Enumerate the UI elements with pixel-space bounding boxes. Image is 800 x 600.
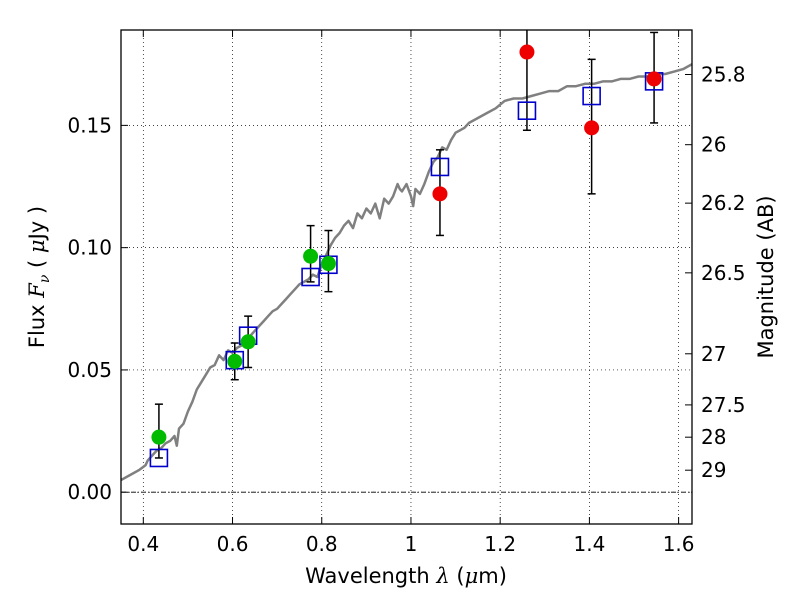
x-tick-label: 1.4	[573, 532, 605, 556]
model-photometry-square	[517, 101, 537, 121]
x-tick-label: 1	[405, 532, 418, 556]
optical-data-point	[320, 256, 336, 272]
x-tick-label: 1.2	[484, 532, 516, 556]
magnitude-axis-title: Magnitude (AB)	[754, 195, 778, 358]
magnitude-tick-label: 29	[701, 458, 726, 482]
nir-data-point	[432, 186, 448, 202]
y-tick-label: 0.15	[67, 113, 112, 137]
optical-data-point	[303, 248, 319, 264]
optical-data-point	[240, 334, 256, 350]
plot-data	[121, 30, 692, 482]
nir-data-point	[646, 71, 662, 87]
x-axis-title: Wavelength λ (μm)	[305, 564, 507, 588]
magnitude-tick-label: 26.5	[701, 261, 746, 285]
y-tick-label: 0.05	[67, 358, 112, 382]
magnitude-tick-label: 27.5	[701, 393, 746, 417]
nir-data-point	[584, 120, 600, 136]
model-photometry-square	[430, 157, 450, 177]
magnitude-tick-label: 27	[701, 342, 726, 366]
magnitude-tick-label: 26	[701, 133, 726, 157]
optical-data-point	[227, 353, 243, 369]
x-tick-label: 0.8	[306, 532, 338, 556]
axis-ticks: 0.4 0.6 0.8 1 1.2 1.4 1.6 0.00 0.05 0.10 0.15 25.8 2…	[67, 30, 746, 556]
x-tick-label: 0.4	[127, 532, 159, 556]
nir-data-point	[519, 44, 535, 60]
y-tick-label: 0.00	[67, 480, 112, 504]
plot-frame	[120, 29, 693, 525]
model-spectrum-line	[121, 63, 692, 482]
magnitude-tick-label: 25.8	[701, 63, 746, 87]
y-axis-title: Flux Fν ( μJy )	[25, 206, 53, 348]
optical-data-point	[151, 429, 167, 445]
magnitude-tick-label: 26.2	[701, 191, 746, 215]
magnitude-tick-label: 28	[701, 425, 726, 449]
model-photometry-square	[582, 86, 601, 106]
model-photometry-square	[149, 448, 169, 468]
x-tick-label: 0.6	[217, 532, 249, 556]
x-tick-label: 1.6	[663, 532, 695, 556]
y-tick-label: 0.10	[67, 236, 112, 260]
model-photometry-square	[301, 267, 320, 287]
